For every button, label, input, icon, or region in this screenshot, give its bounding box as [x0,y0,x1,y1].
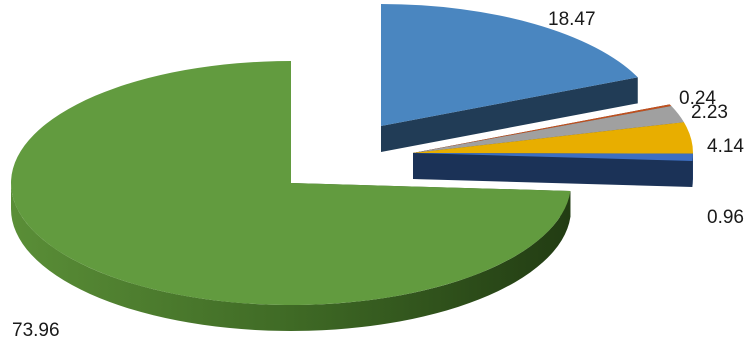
slice-18-47 [381,4,638,126]
slice-tops [11,4,693,306]
slice-side-73-96 [11,183,571,332]
slice-73-96 [11,61,571,306]
slice-0-24 [413,104,672,153]
slice-wall-0-96-1 [413,153,693,187]
data-label-4-14: 4.14 [707,136,744,157]
slice-side-0-96 [692,153,693,187]
data-label-0-96: 0.96 [707,207,744,228]
slice-4-14 [413,122,693,154]
data-label-2-23: 2.23 [691,102,728,123]
data-labels: 18.47 0.242.23 4.14 0.96 73.96 [12,9,744,341]
data-label-18-47: 18.47 [548,9,596,30]
data-label-73-96: 73.96 [12,320,60,341]
slice-wall-18-47-1 [381,77,638,152]
data-label-0-24: 0.24 [679,88,716,109]
slice-2-23 [413,106,684,153]
slice-0-96 [413,153,693,161]
